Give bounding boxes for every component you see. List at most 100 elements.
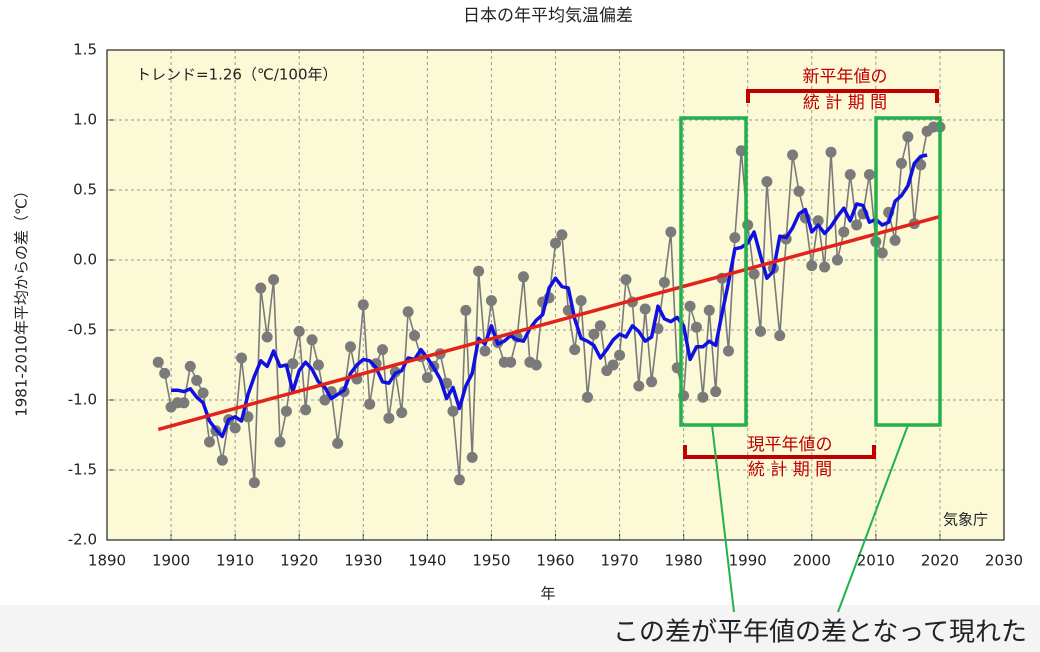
data-point (216, 454, 228, 466)
data-point (569, 344, 581, 356)
data-point (453, 474, 465, 486)
data-point (466, 451, 478, 463)
data-point (479, 345, 491, 357)
footer-band (0, 605, 1040, 652)
data-point (191, 374, 203, 386)
data-point (755, 325, 767, 337)
data-point (332, 437, 344, 449)
data-point (280, 405, 292, 417)
data-point (159, 367, 171, 379)
data-point (274, 436, 286, 448)
data-point (582, 391, 594, 403)
y-tick-label: 1.0 (73, 111, 97, 129)
data-point (915, 159, 927, 171)
x-tick-label: 1930 (344, 552, 382, 570)
chart-title: 日本の年平均気温偏差 (463, 6, 633, 26)
data-point (620, 274, 632, 286)
y-axis-label: 1981-2010年平均からの差（℃） (13, 183, 31, 417)
data-point (550, 237, 561, 249)
data-point (729, 232, 741, 244)
x-tick-label: 1910 (216, 552, 254, 570)
data-point (319, 394, 331, 406)
x-tick-label: 1950 (472, 552, 510, 570)
data-point (229, 422, 241, 434)
series-line (157, 214, 941, 432)
bracket (746, 89, 939, 103)
data-point (806, 260, 818, 272)
data-point (447, 405, 459, 417)
data-point (876, 247, 888, 259)
x-tick-label: 2010 (857, 552, 895, 570)
x-tick-label: 2000 (793, 552, 831, 570)
data-point (197, 387, 209, 399)
data-point (242, 411, 254, 423)
data-point (575, 295, 587, 307)
y-tick-label: -1.5 (68, 461, 97, 479)
pointer (711, 424, 735, 613)
data-point (710, 386, 722, 398)
data-point (703, 304, 715, 316)
x-tick-label: 2020 (921, 552, 959, 570)
data-point (460, 304, 472, 316)
y-tick-label: -1.0 (68, 391, 97, 409)
bracket (683, 445, 876, 459)
data-point (588, 328, 600, 340)
data-point (793, 185, 805, 197)
data-point (735, 145, 747, 157)
data-point (844, 169, 856, 181)
data-point (646, 376, 658, 388)
period-label: 統 計 期 間 (803, 93, 887, 113)
trend-label: トレンド=1.26（℃/100年） (136, 66, 338, 84)
x-tick-label: 1980 (665, 552, 703, 570)
data-point (902, 131, 914, 143)
y-tick-label: -0.5 (68, 321, 97, 339)
data-point (152, 356, 164, 368)
data-point (396, 407, 408, 419)
data-point (287, 358, 299, 370)
data-point (690, 321, 702, 333)
data-point (614, 349, 626, 361)
data-point (357, 299, 369, 311)
data-point (889, 234, 901, 246)
pointer (837, 424, 909, 613)
x-tick-label: 2030 (985, 552, 1023, 570)
data-point (255, 282, 267, 294)
period-label: 現平年値の (748, 435, 833, 455)
data-point (268, 274, 280, 286)
data-point (517, 271, 529, 283)
x-tick-label: 1920 (280, 552, 318, 570)
data-point (787, 149, 799, 161)
data-point (248, 477, 260, 489)
data-point (851, 219, 863, 231)
x-tick-label: 1890 (88, 552, 126, 570)
data-point (658, 276, 670, 288)
x-tick-label: 1900 (152, 552, 190, 570)
data-point (505, 356, 517, 368)
data-point (684, 300, 696, 312)
data-point (409, 330, 421, 342)
source-label: 気象庁 (943, 511, 988, 529)
data-point (306, 334, 318, 346)
data-point (184, 360, 196, 372)
series-line (171, 153, 928, 439)
data-point (633, 380, 645, 392)
data-point (383, 412, 395, 424)
y-tick-label: 0.5 (73, 181, 97, 199)
x-tick-label: 1960 (536, 552, 574, 570)
data-point (819, 261, 831, 273)
data-point (594, 320, 606, 332)
period-label: 統 計 期 間 (748, 460, 832, 480)
data-point (774, 330, 786, 342)
data-point (402, 306, 414, 318)
x-tick-label: 1940 (408, 552, 446, 570)
y-tick-label: -2.0 (68, 531, 97, 549)
data-point (485, 295, 497, 307)
data-point (607, 359, 619, 371)
data-point (697, 391, 709, 403)
data-point (895, 157, 907, 169)
x-axis-label: 年 (540, 585, 555, 603)
x-tick-label: 1970 (600, 552, 638, 570)
data-point (236, 352, 248, 364)
